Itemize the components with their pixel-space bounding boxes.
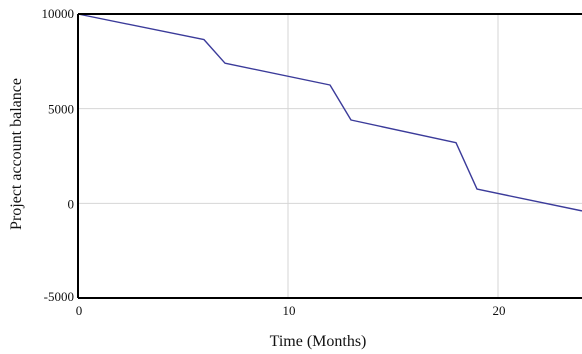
grid-lines [78,14,582,298]
x-axis-label: Time (Months) [270,333,367,350]
y-tick-label: 0 [68,196,75,211]
y-tick-label: 10000 [42,6,75,21]
x-tick-label: 10 [283,303,296,318]
series-layer [77,13,582,212]
y-tick-label: -5000 [44,289,74,304]
x-tick-label: 20 [493,303,506,318]
y-tick-label: 5000 [48,102,74,117]
y-axis-label: Project account balance [8,78,25,230]
plot-frame [77,13,582,299]
x-tick-label: 0 [76,303,83,318]
series-line [77,13,582,212]
